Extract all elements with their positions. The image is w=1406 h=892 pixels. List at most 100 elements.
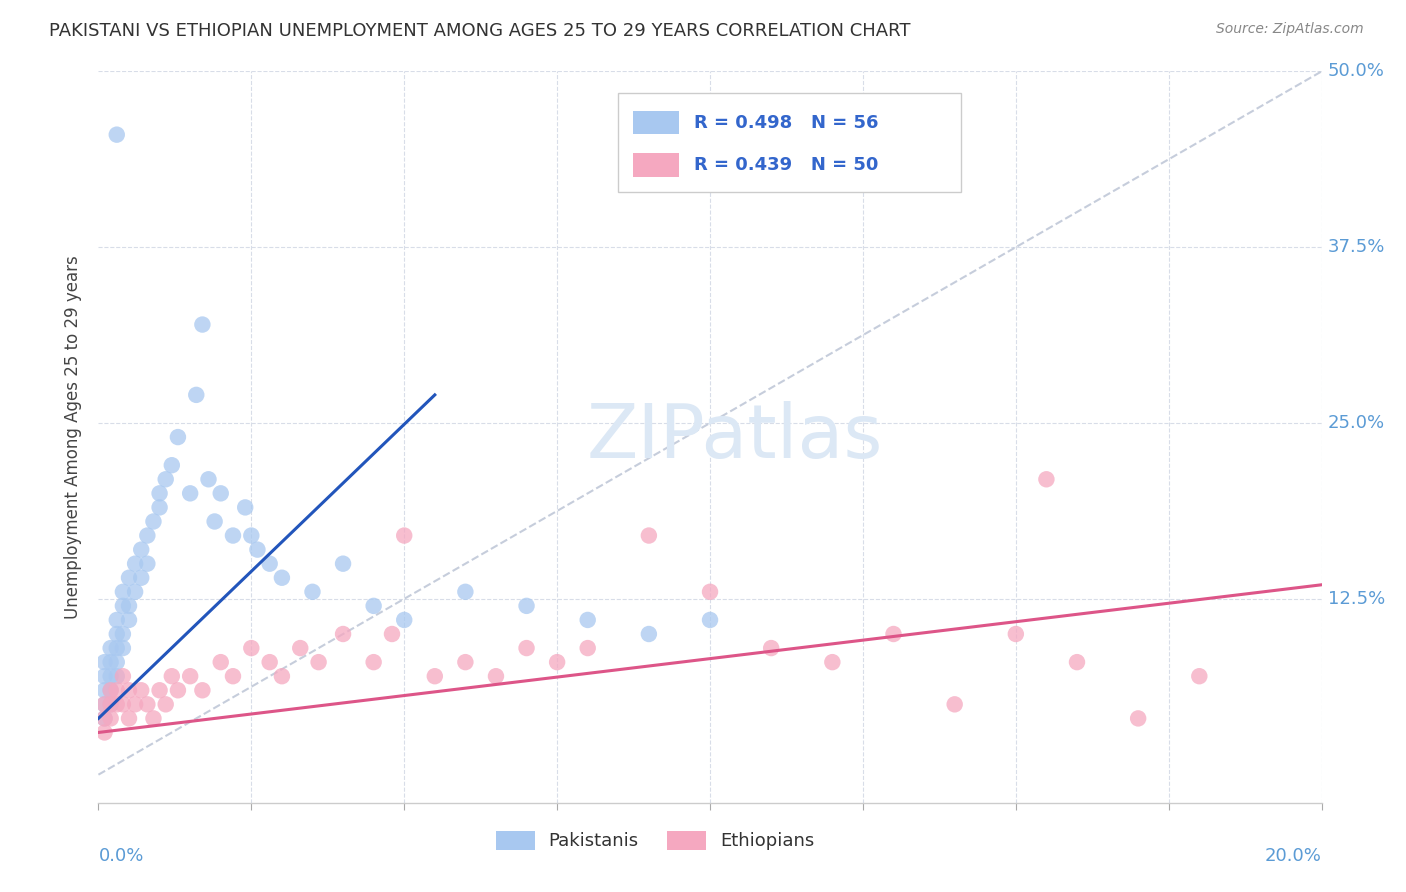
Point — [167, 683, 190, 698]
Point — [93, 711, 115, 725]
Point — [111, 627, 134, 641]
Point — [1004, 627, 1026, 641]
Point — [129, 683, 152, 698]
Point — [100, 711, 122, 725]
Text: PAKISTANI VS ETHIOPIAN UNEMPLOYMENT AMONG AGES 25 TO 29 YEARS CORRELATION CHART: PAKISTANI VS ETHIOPIAN UNEMPLOYMENT AMON… — [49, 22, 911, 40]
Point — [160, 458, 183, 473]
Text: 20.0%: 20.0% — [1265, 847, 1322, 864]
Point — [883, 627, 905, 641]
Point — [392, 613, 416, 627]
Point — [191, 318, 214, 332]
Point — [1188, 669, 1211, 683]
Point — [576, 613, 599, 627]
Point — [290, 641, 312, 656]
Point — [100, 683, 122, 698]
Point — [118, 599, 141, 613]
Point — [93, 698, 115, 712]
Point — [100, 669, 122, 683]
Point — [100, 641, 122, 656]
Point — [105, 128, 128, 142]
Text: R = 0.439   N = 50: R = 0.439 N = 50 — [695, 156, 879, 174]
Point — [637, 627, 661, 641]
Text: Pakistanis: Pakistanis — [548, 832, 638, 850]
Point — [392, 528, 416, 542]
Point — [423, 669, 446, 683]
Point — [233, 500, 256, 515]
Point — [821, 655, 844, 669]
Point — [204, 515, 226, 529]
Point — [136, 698, 159, 712]
Point — [363, 655, 385, 669]
Point — [454, 655, 477, 669]
Point — [111, 698, 134, 712]
Point — [105, 641, 128, 656]
Text: 50.0%: 50.0% — [1327, 62, 1385, 80]
Text: Ethiopians: Ethiopians — [720, 832, 814, 850]
Point — [142, 711, 165, 725]
Point — [118, 613, 141, 627]
Point — [93, 669, 115, 683]
Point — [105, 655, 128, 669]
Point — [179, 486, 201, 500]
Point — [546, 655, 568, 669]
Text: 25.0%: 25.0% — [1327, 414, 1385, 432]
Point — [381, 627, 404, 641]
FancyBboxPatch shape — [668, 831, 706, 850]
Point — [240, 528, 263, 542]
Text: R = 0.498   N = 56: R = 0.498 N = 56 — [695, 113, 879, 131]
Point — [149, 500, 172, 515]
Point — [105, 683, 128, 698]
Point — [118, 571, 141, 585]
Point — [759, 641, 782, 656]
Point — [270, 669, 292, 683]
Text: 37.5%: 37.5% — [1327, 238, 1385, 256]
Point — [699, 584, 721, 599]
Point — [124, 557, 146, 571]
Point — [209, 655, 232, 669]
Point — [118, 711, 141, 725]
Point — [93, 725, 115, 739]
Point — [111, 641, 134, 656]
FancyBboxPatch shape — [496, 831, 536, 850]
Point — [576, 641, 599, 656]
Point — [179, 669, 201, 683]
Point — [105, 613, 128, 627]
FancyBboxPatch shape — [633, 153, 679, 177]
FancyBboxPatch shape — [633, 111, 679, 135]
Point — [155, 472, 177, 486]
Point — [943, 698, 966, 712]
Point — [197, 472, 219, 486]
Point — [105, 627, 128, 641]
Point — [160, 669, 183, 683]
Point — [1128, 711, 1150, 725]
Point — [93, 655, 115, 669]
Text: 0.0%: 0.0% — [98, 847, 143, 864]
Point — [100, 698, 122, 712]
Point — [1035, 472, 1057, 486]
Y-axis label: Unemployment Among Ages 25 to 29 years: Unemployment Among Ages 25 to 29 years — [65, 255, 83, 619]
Point — [1066, 655, 1088, 669]
Point — [155, 698, 177, 712]
Point — [129, 571, 152, 585]
Point — [516, 599, 538, 613]
Point — [246, 542, 269, 557]
Point — [136, 528, 159, 542]
Point — [93, 698, 115, 712]
FancyBboxPatch shape — [619, 94, 960, 192]
Point — [363, 599, 385, 613]
Point — [142, 515, 165, 529]
Point — [129, 542, 152, 557]
Point — [222, 528, 245, 542]
Point — [167, 430, 190, 444]
Text: Source: ZipAtlas.com: Source: ZipAtlas.com — [1216, 22, 1364, 37]
Point — [259, 655, 281, 669]
Point — [270, 571, 292, 585]
Point — [124, 584, 146, 599]
Point — [105, 669, 128, 683]
Point — [93, 683, 115, 698]
Point — [100, 698, 122, 712]
Point — [111, 599, 134, 613]
Point — [191, 683, 214, 698]
Point — [149, 683, 172, 698]
Point — [105, 698, 128, 712]
